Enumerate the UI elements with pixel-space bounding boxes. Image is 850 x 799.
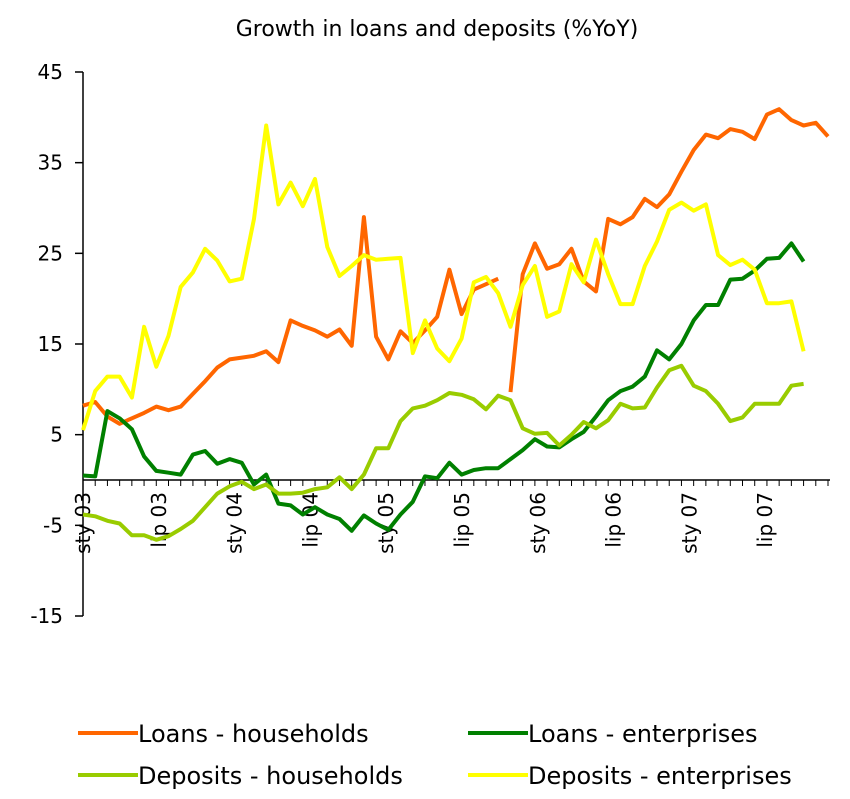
y-tick-label: -15 — [30, 604, 63, 628]
x-tick-label: sty 07 — [677, 492, 701, 554]
legend-label-deposits-enterprises: Deposits - enterprises — [528, 762, 792, 790]
series-line-loans-enterprises — [82, 241, 806, 533]
series-lines — [81, 107, 830, 542]
x-tick-label: lip 06 — [602, 492, 626, 548]
y-tick-label: 45 — [38, 60, 63, 84]
x-tick-label: sty 03 — [71, 492, 95, 554]
series-line-deposits-enterprises — [81, 123, 806, 431]
y-axis-ticks: 45 35 25 15 5 -5 -15 — [30, 60, 83, 628]
series-line-deposits-households — [82, 363, 804, 542]
legend-label-loans-enterprises: Loans - enterprises — [528, 720, 758, 748]
x-tick-label: lip 07 — [753, 492, 777, 548]
x-tick-label: sty 06 — [526, 492, 550, 554]
x-tick-label: lip 05 — [450, 492, 474, 548]
y-tick-label: -5 — [43, 513, 63, 537]
legend-label-loans-households: Loans - households — [138, 720, 369, 748]
y-tick-label: 15 — [38, 332, 63, 356]
legend-label-deposits-households: Deposits - households — [138, 762, 403, 790]
x-axis-ticks: sty 03 lip 03 sty 04 lip 04 sty 05 lip 05 sty … — [71, 480, 829, 554]
legend: Loans - households Loans - enterprises Dep… — [78, 720, 792, 790]
x-tick-label: lip 04 — [298, 492, 322, 548]
y-tick-label: 5 — [50, 423, 63, 447]
y-tick-label: 35 — [38, 151, 63, 175]
chart-title: Growth in loans and deposits (%YoY) — [236, 17, 639, 42]
x-tick-label: sty 04 — [223, 492, 247, 554]
y-tick-label: 25 — [38, 241, 63, 265]
